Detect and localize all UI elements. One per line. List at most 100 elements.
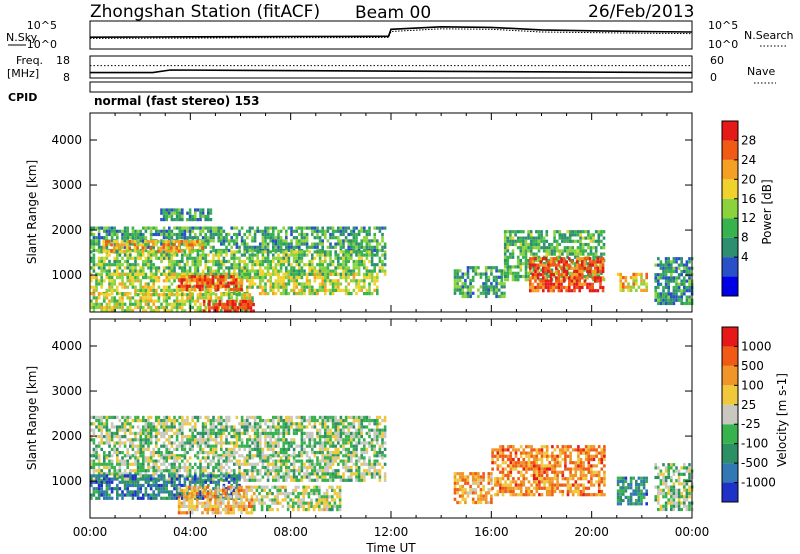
cell — [194, 425, 197, 429]
cell — [272, 425, 275, 429]
cell — [542, 273, 545, 277]
cell — [592, 246, 595, 250]
cell — [316, 242, 319, 246]
cell — [97, 305, 101, 310]
cell — [597, 230, 601, 234]
cell — [527, 274, 530, 279]
cell — [277, 256, 280, 260]
cell — [118, 282, 122, 286]
cell — [592, 239, 595, 243]
cell — [277, 469, 280, 473]
cell — [92, 459, 96, 463]
cell — [347, 425, 350, 429]
cell — [311, 444, 314, 448]
cell — [110, 272, 114, 276]
cell — [563, 239, 567, 243]
cell — [95, 435, 98, 439]
cell — [561, 252, 564, 256]
cell — [373, 428, 376, 432]
cell — [503, 239, 507, 243]
cell — [350, 239, 353, 243]
cell — [534, 276, 537, 280]
cell — [664, 260, 668, 264]
cell — [326, 266, 330, 270]
cell — [126, 462, 129, 466]
cell — [277, 276, 280, 280]
cell — [253, 454, 257, 458]
cell — [181, 293, 184, 297]
cell — [256, 438, 259, 442]
cell — [368, 444, 371, 448]
cell — [165, 288, 168, 292]
cell — [624, 276, 628, 280]
cell — [381, 245, 384, 249]
cell — [186, 465, 189, 470]
cell — [136, 465, 140, 470]
cell — [503, 246, 507, 250]
cell — [298, 253, 301, 257]
cell — [524, 242, 528, 247]
cell — [220, 475, 223, 479]
cell — [126, 454, 129, 458]
cell — [303, 236, 306, 240]
cell — [344, 419, 348, 423]
cell — [360, 285, 363, 289]
cell — [599, 260, 602, 264]
cell — [217, 296, 220, 300]
cell — [339, 266, 343, 270]
cell — [334, 266, 337, 270]
cell — [144, 431, 148, 435]
cell — [298, 259, 301, 264]
cell — [160, 422, 163, 426]
cell — [376, 276, 379, 280]
cell — [157, 454, 161, 458]
cell — [222, 293, 226, 297]
cell — [217, 226, 220, 230]
cell — [308, 266, 311, 270]
cell — [342, 288, 345, 292]
cell — [131, 242, 135, 246]
cell — [152, 475, 155, 479]
cell — [95, 279, 98, 283]
cell — [188, 253, 192, 257]
cell — [539, 257, 542, 261]
cell — [272, 232, 275, 237]
cell — [581, 269, 584, 274]
cell — [149, 259, 153, 264]
cell — [225, 447, 228, 451]
cell — [487, 278, 491, 283]
cell — [487, 288, 491, 292]
cell — [95, 242, 98, 246]
cell — [672, 301, 676, 306]
cell — [324, 266, 327, 270]
cell — [581, 252, 585, 256]
cell — [212, 253, 215, 257]
cell — [373, 266, 376, 270]
cell — [155, 272, 158, 276]
cell — [217, 469, 220, 473]
cell — [105, 272, 109, 276]
cell — [352, 447, 356, 451]
cell — [222, 236, 226, 240]
cell — [253, 431, 257, 435]
cell — [220, 422, 223, 426]
cell — [378, 447, 382, 451]
cell — [157, 469, 161, 473]
cell — [334, 242, 337, 246]
cell — [329, 242, 332, 246]
y-tick-label: 4000 — [51, 133, 82, 147]
cell — [251, 296, 254, 300]
cell — [368, 250, 371, 254]
cell — [264, 459, 267, 463]
cell — [100, 276, 103, 280]
cell — [640, 279, 643, 283]
cell — [190, 278, 194, 282]
cell — [285, 292, 288, 296]
cell — [568, 249, 572, 253]
cell — [113, 296, 116, 300]
cell — [144, 242, 148, 246]
cell — [279, 415, 283, 419]
cell — [222, 478, 226, 482]
cell — [134, 259, 137, 264]
cell — [274, 279, 278, 283]
